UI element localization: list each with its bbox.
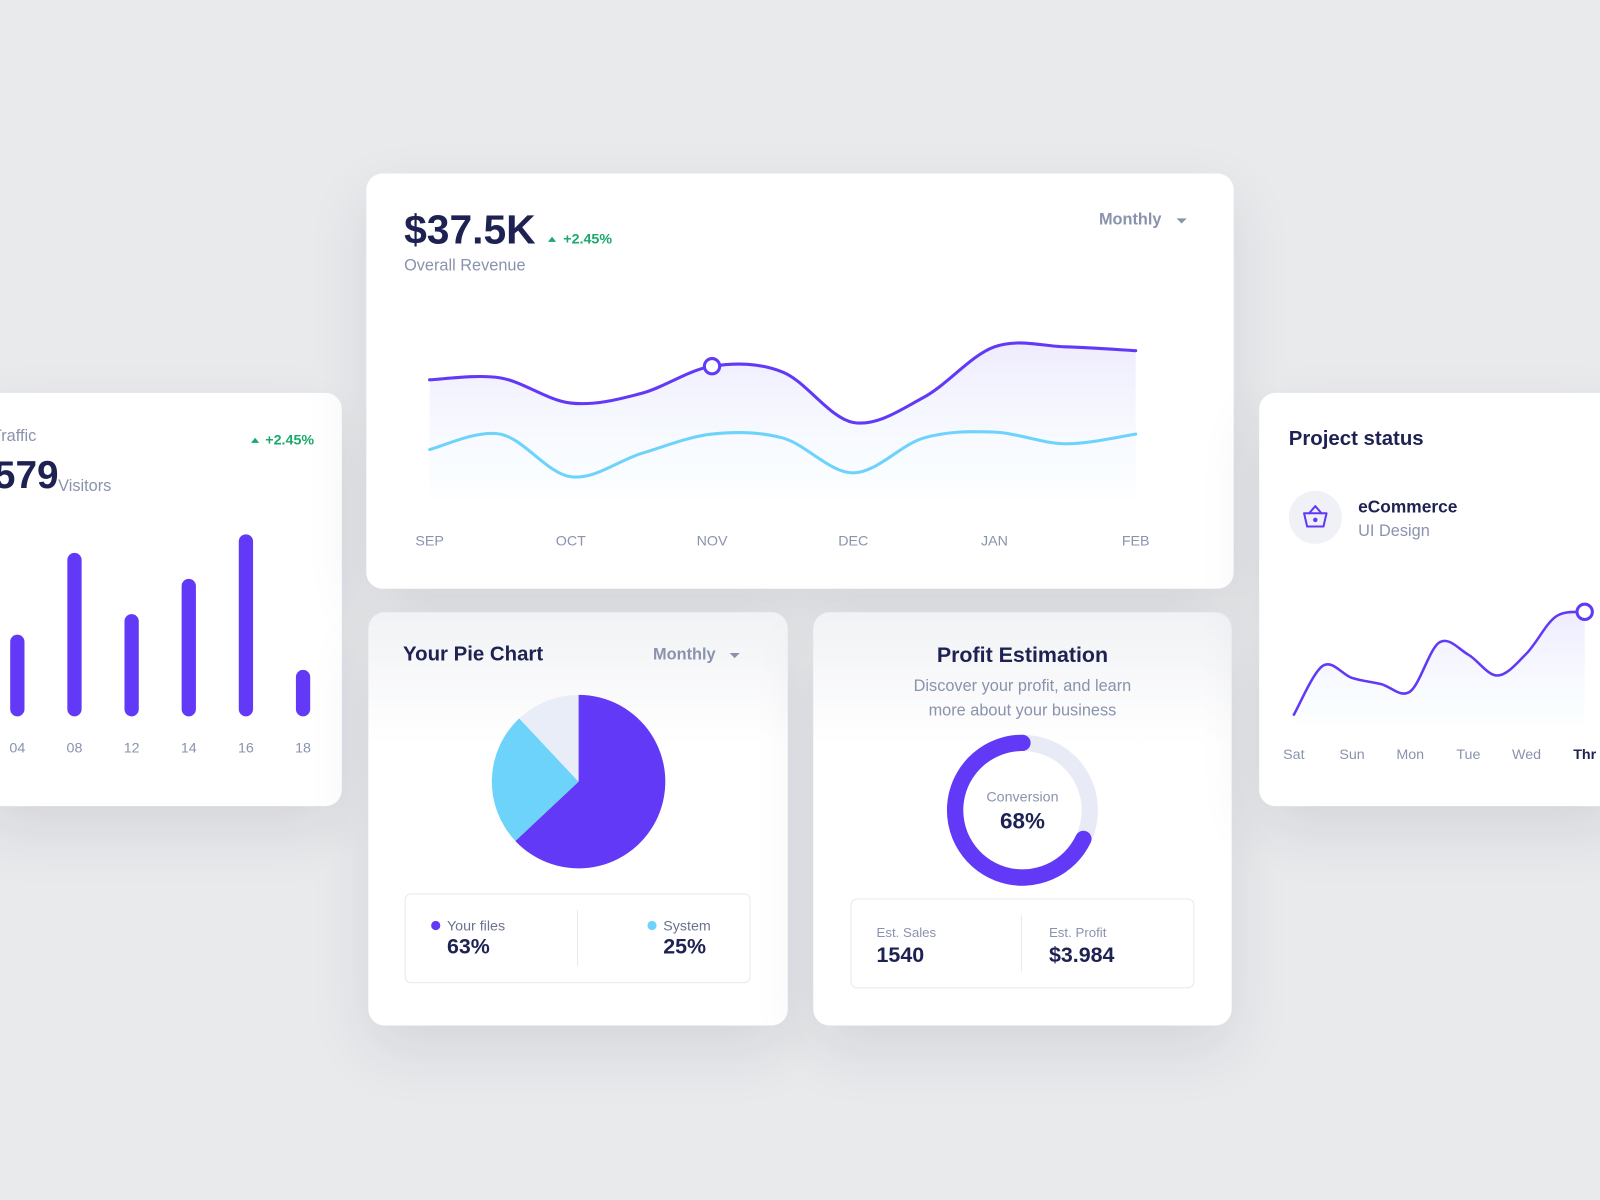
stat-label: Est. Profit [1049,925,1107,940]
pie-slice [519,694,579,782]
x-tick-label: Mon [1396,747,1424,763]
revenue-label: Overall Revenue [404,257,526,275]
x-tick-label: DEC [838,534,868,550]
x-tick-label: Sun [1339,747,1364,763]
bar [67,552,82,717]
item-name: eCommerce [1358,497,1458,517]
donut-label: Conversion [986,790,1058,806]
x-tick-label: 04 [9,741,25,757]
dropdown-caret[interactable] [1176,218,1187,224]
revenue-change: +2.45% [563,232,612,248]
x-tick-label: 18 [295,741,311,757]
legend-label: Your files [447,918,505,934]
pie-slice [515,694,666,869]
period-dropdown[interactable]: Monthly [653,645,716,663]
legend-dot [647,920,657,931]
highlight-point [1575,602,1594,622]
revenue-value: $37.5K [404,206,536,252]
traffic-unit: Visitors [58,477,111,495]
traffic-card [0,392,342,807]
x-tick-label: NOV [697,534,728,550]
dropdown-caret[interactable] [729,653,740,659]
x-tick-label: SEP [415,534,444,550]
period-dropdown[interactable]: Monthly [1099,211,1162,229]
project-title: Project status [1289,428,1424,450]
donut-value: 68% [1000,808,1045,833]
item-subtitle: UI Design [1358,522,1430,540]
pie-title: Your Pie Chart [403,643,543,665]
legend-value: 63% [447,935,490,959]
x-tick-label: Wed [1512,747,1541,763]
area [429,342,1136,500]
up-arrow [251,437,260,443]
profit-subtitle: Discover your profit, and learn [914,677,1132,695]
x-tick-label: Tue [1456,747,1480,763]
line [428,341,1138,425]
traffic-title: Traffic [0,427,36,445]
stat-value: $3.984 [1049,943,1115,967]
x-tick-label: FEB [1122,534,1150,550]
stats-box [850,898,1195,989]
pie-slice [491,718,579,842]
bar [181,578,196,717]
profit-title: Profit Estimation [937,643,1108,667]
bar [238,534,254,717]
traffic-change: +2.45% [265,433,314,449]
legend-label: System [663,918,711,934]
line [1292,610,1586,716]
bar [10,634,25,717]
profit-subtitle: more about your business [929,702,1117,720]
donut-arc [946,734,1092,886]
line [428,430,1138,479]
x-tick-label: 14 [181,741,197,757]
x-tick-label: JAN [981,534,1008,550]
project-card [1259,392,1600,807]
bar [295,669,311,717]
stat-label: Est. Sales [877,925,937,940]
basket-icon [1303,505,1328,528]
stat-value: 1540 [877,943,925,967]
x-tick-label: Thr [1573,747,1596,763]
traffic-value: 579 [0,454,59,497]
bar [124,614,139,717]
item-icon-bg [1288,490,1342,544]
x-tick-label: 12 [124,741,140,757]
x-tick-label: 16 [238,741,254,757]
up-arrow [547,236,557,242]
legend-dot [431,920,441,931]
x-tick-label: OCT [556,534,586,550]
x-tick-label: 08 [67,741,83,757]
area [1293,611,1585,725]
highlight-point [702,357,722,376]
x-tick-label: Sat [1283,747,1304,763]
legend-value: 25% [663,935,706,959]
